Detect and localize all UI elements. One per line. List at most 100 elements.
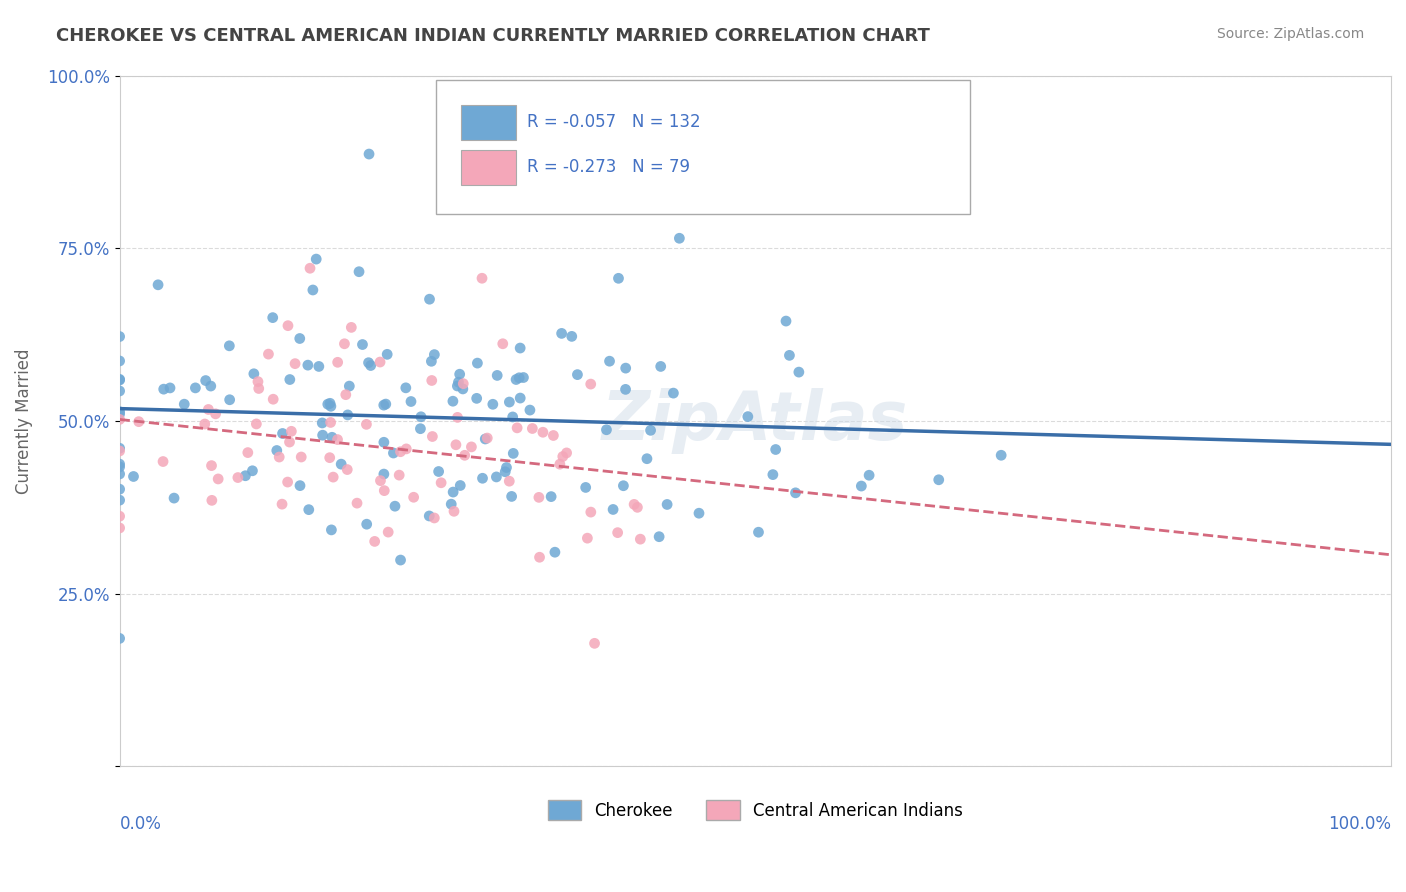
Point [422, 429, 444, 443]
Point [194, 417, 217, 431]
Point [607, 271, 630, 285]
Point [762, 467, 785, 482]
Point [319, 396, 342, 410]
Point [555, 446, 578, 460]
Point [319, 416, 342, 430]
Point [163, 491, 186, 505]
Point [336, 408, 359, 422]
Point [423, 348, 446, 362]
Point [384, 499, 406, 513]
Point [446, 379, 468, 393]
Point [576, 531, 599, 545]
Point [522, 421, 544, 435]
Point [108, 412, 131, 426]
Point [399, 394, 422, 409]
Point [356, 517, 378, 532]
Point [443, 504, 465, 518]
Point [505, 372, 527, 386]
Point [108, 372, 131, 386]
Point [765, 442, 787, 457]
Point [363, 534, 385, 549]
Point [747, 525, 769, 540]
Point [388, 468, 411, 483]
Y-axis label: Currently Married: Currently Married [15, 348, 32, 493]
Text: Source: ZipAtlas.com: Source: ZipAtlas.com [1216, 27, 1364, 41]
Point [194, 374, 217, 388]
Point [373, 467, 395, 481]
Point [606, 525, 628, 540]
Point [302, 283, 325, 297]
Point [858, 468, 880, 483]
Point [108, 493, 131, 508]
Point [337, 379, 360, 393]
Point [108, 384, 131, 398]
Point [375, 347, 398, 361]
Point [551, 450, 574, 464]
Point [640, 423, 662, 437]
Point [440, 497, 463, 511]
Point [737, 409, 759, 424]
Point [122, 469, 145, 483]
Point [108, 329, 131, 343]
Point [567, 368, 589, 382]
Point [544, 545, 567, 559]
Point [326, 433, 349, 447]
Point [447, 375, 470, 389]
Point [297, 358, 319, 372]
Point [550, 326, 572, 341]
Point [335, 387, 357, 401]
Point [451, 376, 474, 391]
Point [527, 491, 550, 505]
Point [575, 480, 598, 494]
Point [108, 632, 131, 646]
Point [346, 496, 368, 510]
Point [395, 381, 418, 395]
Point [441, 485, 464, 500]
Point [778, 348, 800, 362]
Point [928, 473, 950, 487]
Point [108, 405, 131, 419]
Point [356, 417, 378, 432]
Point [218, 339, 240, 353]
Point [389, 553, 412, 567]
Point [108, 444, 131, 458]
Point [688, 506, 710, 520]
Point [321, 523, 343, 537]
Point [648, 530, 671, 544]
Point [197, 402, 219, 417]
Point [636, 451, 658, 466]
Point [245, 417, 267, 431]
Point [540, 490, 562, 504]
Point [373, 483, 395, 498]
Point [236, 445, 259, 459]
Point [247, 382, 270, 396]
Point [662, 386, 685, 401]
Point [322, 470, 344, 484]
Point [614, 361, 637, 376]
Point [288, 331, 311, 345]
Point [271, 426, 294, 441]
Point [235, 468, 257, 483]
Point [482, 397, 505, 411]
Point [316, 397, 339, 411]
Point [108, 521, 131, 535]
Point [184, 381, 207, 395]
Point [311, 428, 333, 442]
Point [531, 425, 554, 440]
Point [200, 379, 222, 393]
Point [579, 505, 602, 519]
Point [201, 493, 224, 508]
Point [278, 372, 301, 386]
Point [477, 431, 499, 445]
Text: 100.0%: 100.0% [1329, 814, 1391, 832]
Point [623, 497, 645, 511]
Point [305, 252, 328, 266]
Point [449, 478, 471, 492]
Point [298, 502, 321, 516]
Point [508, 371, 530, 385]
Point [242, 464, 264, 478]
Point [501, 490, 523, 504]
Point [290, 450, 312, 464]
Point [451, 382, 474, 396]
Point [330, 457, 353, 471]
